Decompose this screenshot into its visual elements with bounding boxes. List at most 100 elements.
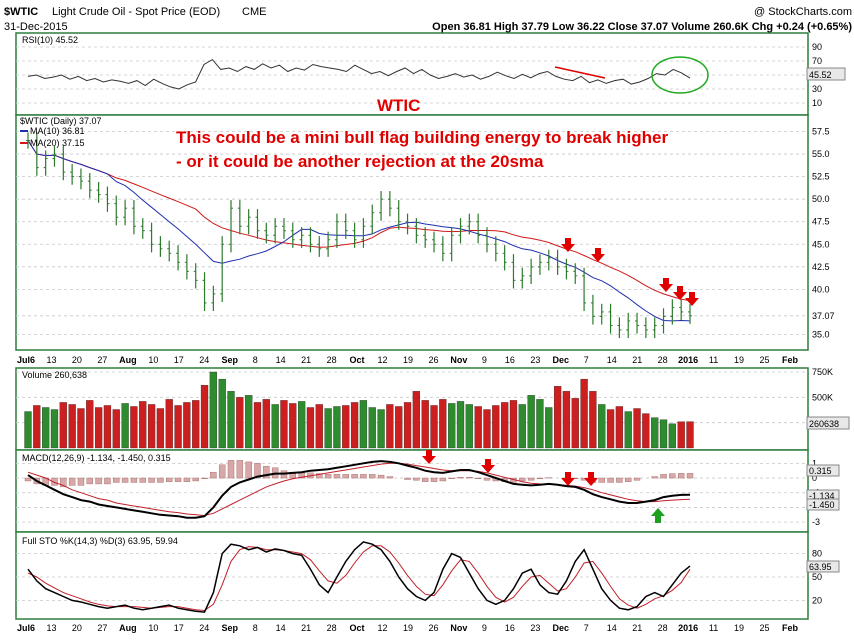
volume-bar [598, 404, 606, 449]
volume-tick-label: 500K [812, 392, 833, 402]
macd-histogram-bar [474, 477, 482, 479]
x-axis-label: 24 [199, 355, 209, 365]
macd-histogram-bar [60, 477, 67, 488]
macd-histogram-bar [51, 477, 58, 486]
volume-bar [209, 371, 217, 449]
volume-bar [589, 391, 597, 449]
volume-bar [200, 385, 209, 449]
x-axis-label: 14 [276, 623, 286, 633]
x-axis-label: 21 [301, 355, 311, 365]
volume-bar [553, 386, 562, 449]
price-tick-label: 57.5 [812, 127, 830, 137]
volume-bar [86, 400, 94, 449]
macd-histogram-bar [192, 477, 199, 482]
x-axis-label: 7 [584, 355, 589, 365]
x-axis-label: 8 [253, 623, 258, 633]
red-down-arrow [481, 459, 495, 473]
x-axis-label: 13 [46, 623, 56, 633]
macd-label: MACD(12,26,9) -1.134, -1.450, 0.315 [22, 453, 171, 463]
xaxis-bottom: Jul6 13 20 27 Aug 10 17 24 Sep 8 14 21 28 Oct 12 19 26 No… [17, 623, 799, 633]
x-axis-label: 9 [482, 623, 487, 633]
x-axis-label: Feb [782, 623, 799, 633]
x-axis-label: 19 [403, 355, 413, 365]
rsi-label: RSI(10) 45.52 [22, 35, 78, 45]
volume-bar [448, 403, 456, 449]
macd-tick-label: 1 [812, 458, 817, 468]
x-axis-label: Sep [221, 355, 238, 365]
red-down-arrow [685, 292, 699, 306]
volume-bar [315, 404, 323, 449]
chart-watermark: @ StockCharts.com [754, 6, 852, 18]
macd-histogram-bar [201, 477, 208, 479]
volume-bar [350, 402, 359, 449]
volume-tick-label: 750K [812, 367, 833, 377]
macd-histogram-bar [466, 477, 473, 479]
macd-histogram-bar [245, 461, 252, 479]
volume-bar [280, 400, 288, 449]
x-axis-label: 12 [378, 623, 388, 633]
sto-panel: Full STO %K(14,3) %D(3) 63.95, 59.94 80 5… [15, 531, 840, 620]
macd-histogram-bar [77, 477, 85, 486]
x-axis-label: 9 [482, 355, 487, 365]
green-up-arrow [651, 508, 665, 523]
volume-bar [297, 401, 306, 449]
volume-bar [112, 409, 120, 449]
volume-bar [465, 404, 473, 449]
volume-bar [545, 407, 553, 449]
volume-bar [218, 378, 226, 449]
chart-symbol: $WTIC [4, 6, 38, 18]
volume-bar [227, 391, 235, 449]
macd-histogram-bar [669, 473, 676, 479]
chart-name: Light Crude Oil - Spot Price (EOD) [52, 6, 220, 18]
volume-bar [580, 378, 588, 449]
volume-bar [68, 404, 76, 449]
x-axis-label: 21 [301, 623, 311, 633]
volume-bar [121, 403, 129, 449]
rsi-tick-label: 70 [812, 56, 822, 66]
volume-bar [412, 391, 421, 449]
rsi-tick-label: 30 [812, 84, 822, 94]
volume-bar [430, 405, 438, 449]
macd-histogram-bar [157, 477, 164, 483]
x-axis-label: Sep [221, 623, 238, 633]
macd-histogram-bar [263, 466, 270, 479]
volume-bar [306, 407, 315, 449]
macd-histogram-bar [316, 473, 323, 479]
red-down-arrow [561, 238, 575, 252]
volume-bar [395, 406, 403, 449]
volume-bar [562, 391, 571, 449]
chart-date: 31-Dec-2015 [4, 21, 68, 33]
signal-last-value: -1.450 [809, 500, 835, 510]
volume-bar [33, 405, 41, 449]
macd-tick-label: 0 [812, 473, 817, 483]
macd-histogram-bar [404, 477, 411, 480]
annotation-title: WTIC [377, 96, 420, 115]
x-axis-label: Oct [350, 623, 365, 633]
x-axis-label: 21 [632, 623, 642, 633]
sto-tick-label: 50 [812, 572, 822, 582]
annotation-line1: This could be a mini bull flag building … [176, 128, 668, 147]
volume-bar [94, 407, 103, 449]
sto-label: Full STO %K(14,3) %D(3) 63.95, 59.94 [22, 536, 178, 546]
macd-histogram-bar [24, 477, 32, 482]
x-axis-label: 23 [530, 623, 540, 633]
volume-bar [245, 395, 253, 449]
xaxis-top: Jul6 13 20 27 Aug 10 17 24 Sep 8 14 21 28 Oct 12 19 26 No… [17, 355, 799, 365]
x-axis-label: 12 [378, 355, 388, 365]
x-axis-label: 2016 [678, 355, 698, 365]
macd-histogram-bar [166, 477, 173, 482]
macd-histogram-bar [483, 477, 491, 481]
macd-histogram-bar [324, 474, 332, 479]
volume-bar [289, 403, 297, 449]
x-axis-label: 24 [199, 623, 209, 633]
macd-histogram-bar [104, 477, 111, 485]
volume-bar [527, 395, 535, 449]
volume-bar [368, 407, 376, 449]
volume-bar [103, 405, 112, 449]
x-axis-label: 11 [709, 623, 718, 633]
macd-histogram-bar [254, 463, 261, 479]
x-axis-label: 16 [505, 623, 515, 633]
sto-last-value: 63.95 [809, 562, 832, 572]
x-axis-label: Aug [119, 355, 137, 365]
